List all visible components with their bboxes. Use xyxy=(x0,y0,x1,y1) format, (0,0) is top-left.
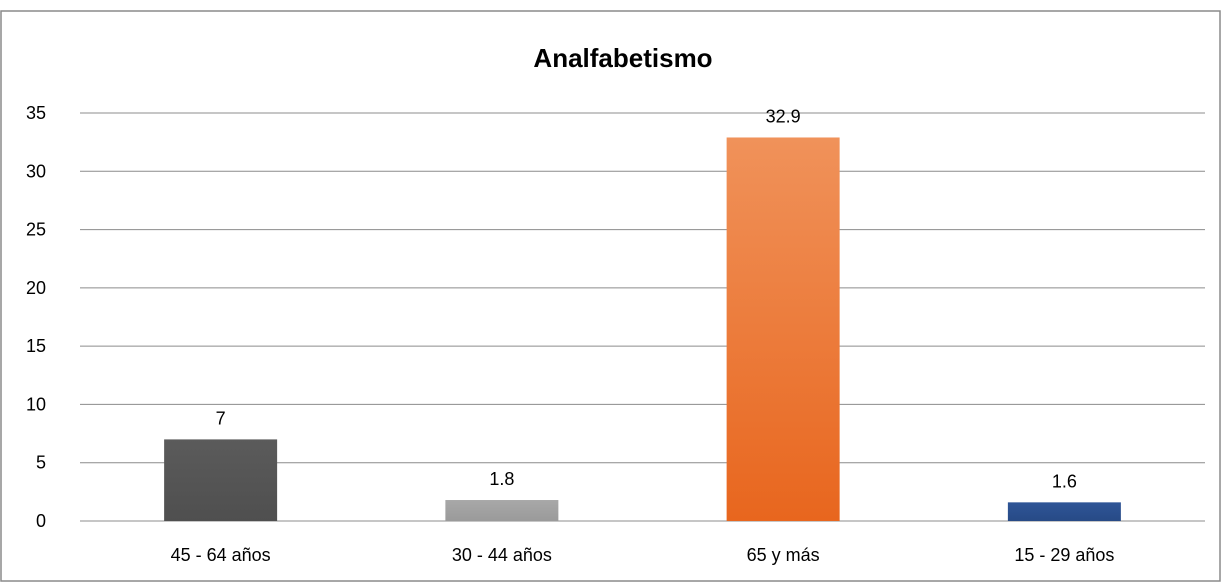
y-tick-label: 15 xyxy=(26,336,46,356)
bars xyxy=(164,137,1121,522)
x-tick-label: 65 y más xyxy=(747,545,820,565)
y-tick-label: 0 xyxy=(36,511,46,531)
x-tick-label: 15 - 29 años xyxy=(1014,545,1114,565)
bar xyxy=(1007,502,1121,521)
bar xyxy=(726,137,840,522)
y-tick-label: 25 xyxy=(26,220,46,240)
chart-title: Analfabetismo xyxy=(533,43,712,73)
y-tick-label: 20 xyxy=(26,278,46,298)
y-tick-label: 5 xyxy=(36,453,46,473)
bar xyxy=(445,500,559,521)
x-tick-label: 45 - 64 años xyxy=(171,545,271,565)
y-tick-label: 35 xyxy=(26,103,46,123)
data-label: 1.6 xyxy=(1052,471,1077,491)
x-axis-tick-labels: 45 - 64 años 30 - 44 años 65 y más 15 - 29 … xyxy=(171,545,1115,565)
data-label: 1.8 xyxy=(489,469,514,489)
data-label: 32.9 xyxy=(766,106,801,126)
bar xyxy=(164,439,278,521)
x-tick-label: 30 - 44 años xyxy=(452,545,552,565)
data-labels: 7 1.8 32.9 1.6 xyxy=(216,106,1077,491)
y-tick-label: 30 xyxy=(26,161,46,181)
y-tick-label: 10 xyxy=(26,394,46,414)
y-axis-tick-labels: 0 5 10 15 20 25 30 35 xyxy=(26,103,46,531)
data-label: 7 xyxy=(216,408,226,428)
